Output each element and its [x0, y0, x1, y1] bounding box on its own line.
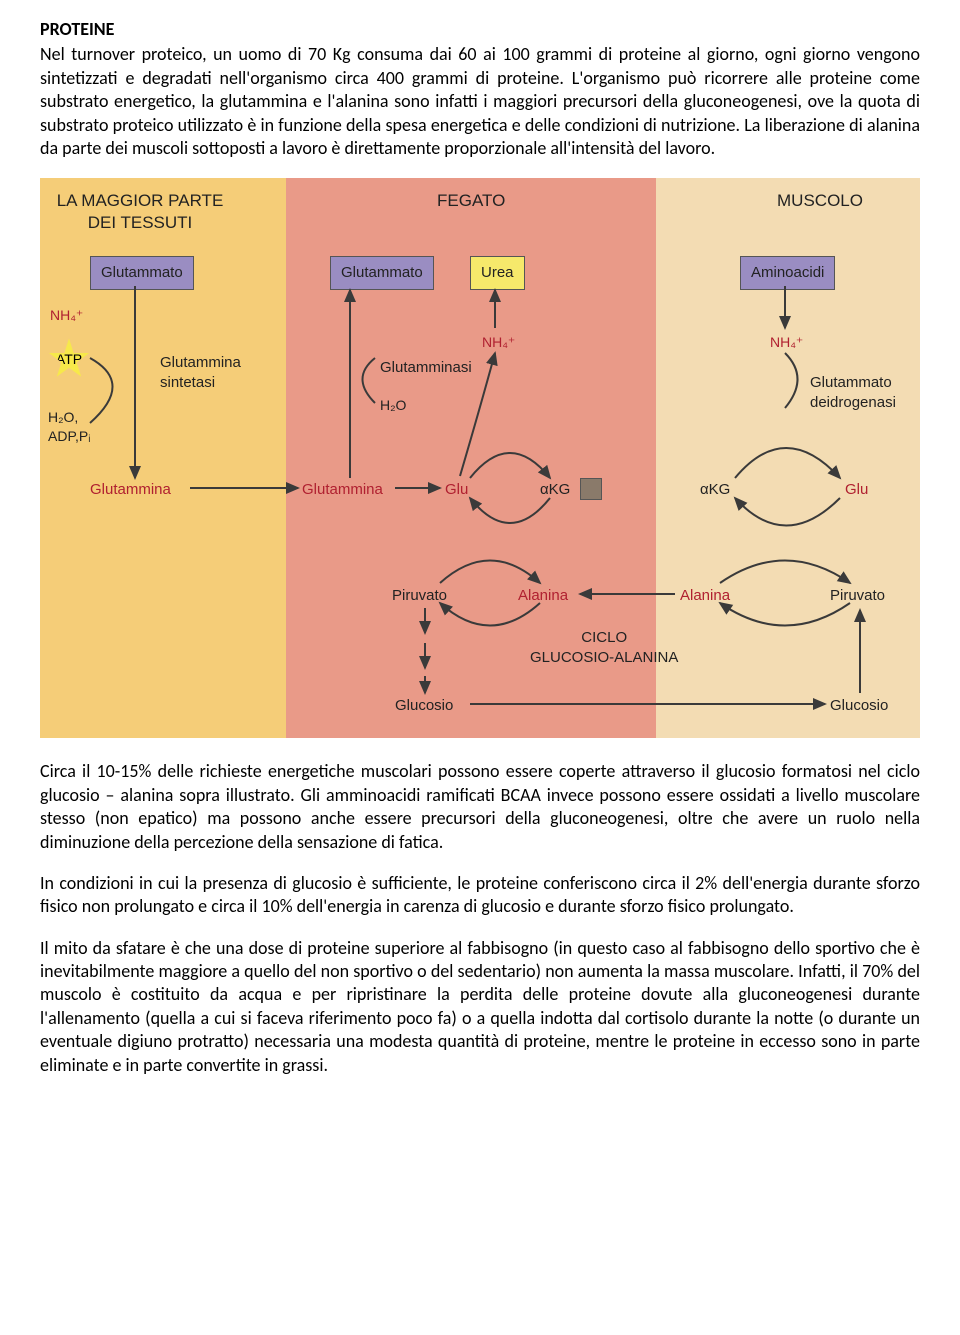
page-title: PROTEINE — [40, 18, 920, 41]
lbl-h2o-adp: H₂O, ADP,Pᵢ — [48, 408, 90, 444]
box-glutammato-liver: Glutammato — [330, 256, 434, 290]
region-label-liver: FEGATO — [286, 190, 656, 212]
lbl-glu-2: Glu — [845, 480, 868, 500]
lbl-alanina-2: Alanina — [680, 586, 730, 606]
lbl-akg-2: αKG — [700, 480, 730, 500]
lbl-akg-1: αKG — [540, 480, 570, 500]
lbl-ciclo: CICLO GLUCOSIO-ALANINA — [530, 628, 678, 667]
metabolism-diagram: LA MAGGIOR PARTE DEI TESSUTI FEGATO MUSC… — [40, 178, 920, 738]
lbl-piruvato-2: Piruvato — [830, 586, 885, 606]
paragraph-2: Circa il 10-15% delle richieste energeti… — [40, 760, 920, 854]
box-urea: Urea — [470, 256, 525, 290]
lbl-nh4-1: NH₄⁺ — [50, 306, 83, 324]
lbl-glutammina-1: Glutammina — [90, 480, 171, 500]
lbl-glutammina-sintetasi: Glutammina sintetasi — [160, 353, 241, 392]
box-glutammato-tissues: Glutammato — [90, 256, 194, 290]
lbl-glu-1: Glu — [445, 480, 468, 500]
lbl-glucosio-2: Glucosio — [830, 696, 888, 716]
lbl-glutamminasi: Glutamminasi — [380, 358, 472, 378]
paragraph-3: In condizioni in cui la presenza di gluc… — [40, 872, 920, 919]
lbl-glutammato-deh: Glutammato deidrogenasi — [810, 373, 896, 412]
lbl-nh4-2: NH₄⁺ — [482, 333, 515, 351]
small-square-icon — [580, 478, 602, 500]
lbl-h2o: H₂O — [380, 396, 406, 414]
paragraph-4: Il mito da sfatare è che una dose di pro… — [40, 937, 920, 1077]
region-label-muscle: MUSCOLO — [720, 190, 920, 212]
lbl-glutammina-2: Glutammina — [302, 480, 383, 500]
lbl-alanina-1: Alanina — [518, 586, 568, 606]
lbl-piruvato-1: Piruvato — [392, 586, 447, 606]
region-label-tissues: LA MAGGIOR PARTE DEI TESSUTI — [40, 190, 240, 234]
paragraph-1: Nel turnover proteico, un uomo di 70 Kg … — [40, 43, 920, 160]
lbl-nh4-3: NH₄⁺ — [770, 333, 803, 351]
lbl-glucosio-1: Glucosio — [395, 696, 453, 716]
box-aminoacidi: Aminoacidi — [740, 256, 835, 290]
